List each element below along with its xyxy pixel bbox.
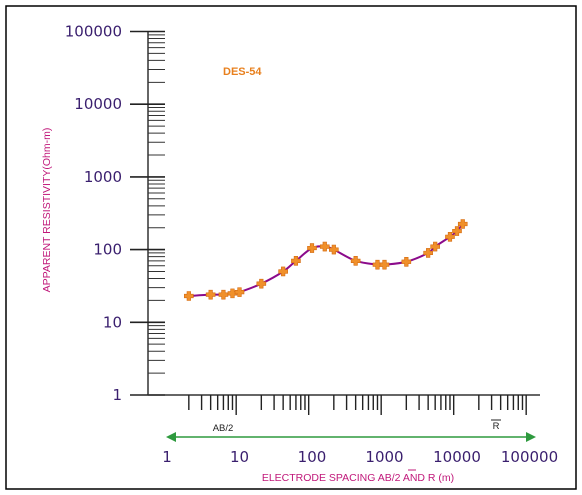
arrow-head-left — [166, 432, 176, 442]
resistivity-curve — [188, 223, 464, 298]
x-axis: 1 10 100 1000 10000 100000 — [148, 394, 558, 466]
data-point — [234, 287, 245, 297]
data-point — [278, 266, 288, 277]
x-tick-label: 1000 — [365, 448, 403, 466]
data-point — [319, 241, 330, 252]
data-point — [205, 289, 216, 300]
y-tick-label: 100000 — [65, 23, 122, 41]
data-point — [423, 248, 433, 258]
data-point — [256, 278, 267, 289]
arrow-head-right — [526, 432, 536, 442]
data-point — [218, 289, 229, 300]
x-axis-title: ELECTRODE SPACING AB/2 AND R (m) — [262, 472, 454, 484]
x-tick-label: 1 — [162, 448, 172, 466]
data-point — [452, 226, 462, 236]
curve-layer — [188, 223, 464, 298]
y-tick-label: 10 — [103, 313, 122, 331]
chart-frame — [5, 5, 577, 490]
data-point — [227, 288, 238, 299]
chart-title: DES-54 — [223, 66, 262, 78]
data-point — [430, 241, 440, 252]
x-tick-label: 100 — [298, 448, 327, 466]
y-tick-label: 10000 — [74, 95, 122, 113]
x-tick-label: 10000 — [433, 448, 481, 466]
data-point — [372, 259, 383, 270]
y-axis-title: APPARENT RESISTIVITY(Ohm-m) — [41, 128, 53, 293]
y-axis: 1 10 100 1000 10000 100000 — [65, 23, 165, 404]
x-tick-label: 10 — [230, 448, 249, 466]
ab2-scale-label: AB/2 — [213, 423, 234, 434]
data-point — [184, 291, 194, 301]
marker-layer — [184, 219, 468, 301]
y-tick-label: 1000 — [84, 168, 122, 186]
y-tick-label: 100 — [93, 241, 122, 259]
data-point — [350, 256, 361, 266]
spacing-arrow — [166, 432, 536, 442]
data-point — [379, 259, 390, 270]
data-point — [307, 243, 317, 253]
r-scale-label: R — [493, 421, 500, 432]
y-tick-label: 1 — [112, 386, 122, 404]
data-point — [291, 256, 301, 266]
data-point — [329, 244, 339, 255]
x-tick-label: 100000 — [501, 448, 558, 466]
data-point — [401, 256, 412, 267]
data-point — [457, 219, 468, 229]
data-point — [445, 231, 455, 242]
